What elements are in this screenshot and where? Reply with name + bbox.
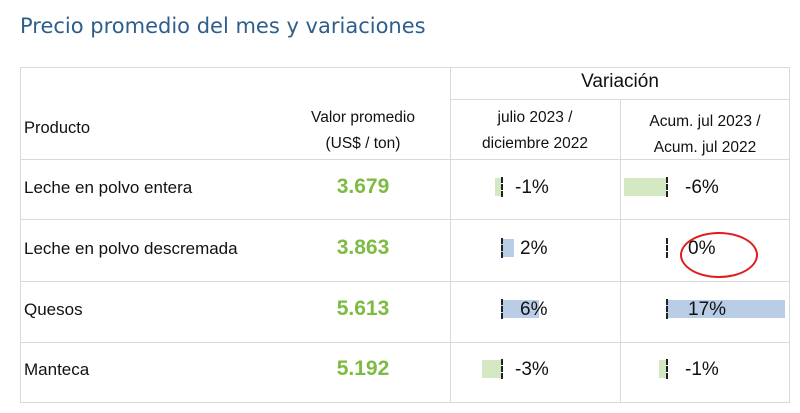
zero-axis (666, 359, 668, 379)
table-border-bottom (20, 402, 790, 403)
average-value: 5.192 (336, 357, 390, 380)
header-valor: Valor promedio (US$ / ton) (276, 105, 450, 157)
table-border-left (20, 67, 21, 403)
product-name: Leche en polvo descremada (24, 239, 238, 258)
header-col-b-line2: Acum. jul 2022 (653, 139, 757, 156)
header-variation-month: julio 2023 / diciembre 2022 (450, 105, 620, 157)
row-divider (20, 342, 790, 343)
variation-bar-accum (659, 360, 666, 378)
product-name: Leche en polvo entera (24, 178, 193, 197)
variation-bar-accum (666, 300, 785, 318)
header-valor-line2: (US$ / ton) (325, 135, 401, 152)
header-col-b-line1: Acum. jul 2023 / (649, 113, 761, 130)
column-divider (450, 67, 451, 403)
header-valor-line1: Valor promedio (311, 109, 415, 126)
variation-month-value: 2% (520, 238, 548, 259)
variation-bar-month (482, 360, 501, 378)
average-value: 3.679 (336, 175, 390, 198)
header-producto: Producto (24, 119, 91, 137)
header-col-a-line1: julio 2023 / (497, 109, 573, 126)
column-divider (620, 99, 621, 403)
variation-month-value: 6% (520, 299, 548, 320)
zero-axis (666, 299, 668, 319)
row-divider (20, 219, 790, 220)
average-value: 3.863 (336, 236, 390, 259)
price-table: Variación Producto Valor promedio (US$ /… (20, 67, 790, 403)
variation-bar-month (494, 178, 501, 196)
product-name: Quesos (24, 300, 83, 319)
average-value: 5.613 (336, 297, 390, 320)
header-divider (20, 159, 790, 160)
row-divider (20, 281, 790, 282)
variation-accum-value: -6% (685, 177, 719, 198)
zero-axis (501, 177, 503, 197)
variation-header: Variación (581, 71, 659, 92)
header-col-a-line2: diciembre 2022 (482, 135, 588, 152)
table-border-right (789, 67, 790, 403)
variation-month-value: -3% (515, 359, 549, 380)
header-variation-accum: Acum. jul 2023 / Acum. jul 2022 (620, 109, 790, 161)
table-border-top (20, 67, 790, 68)
variation-bar-accum (624, 178, 666, 196)
zero-axis (501, 238, 503, 258)
variation-accum-value: 17% (688, 299, 727, 320)
product-name: Manteca (24, 360, 90, 379)
variation-bar-month (501, 300, 539, 318)
zero-axis (501, 359, 503, 379)
zero-axis (501, 299, 503, 319)
highlight-circle (680, 232, 758, 278)
variation-month-value: -1% (515, 177, 549, 198)
variation-bar-month (501, 239, 514, 257)
page-title: Precio promedio del mes y variaciones (20, 14, 426, 38)
variation-accum-value: -1% (685, 359, 719, 380)
zero-axis (666, 177, 668, 197)
zero-axis (666, 238, 668, 258)
